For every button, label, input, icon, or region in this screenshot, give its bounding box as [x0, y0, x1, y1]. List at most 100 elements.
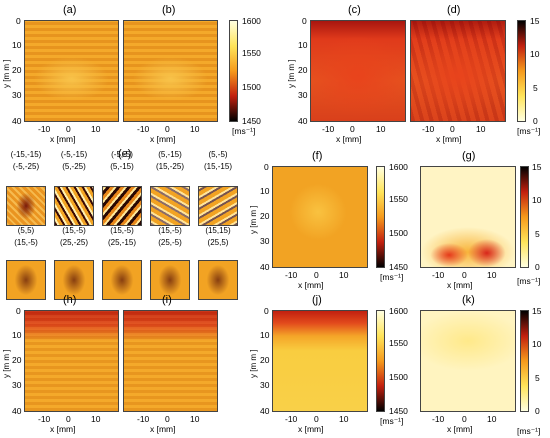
x-tick-a-2: 10 — [91, 124, 101, 134]
x-label-f: x [mm] — [298, 280, 324, 290]
x-tick-j-1: 0 — [314, 414, 319, 424]
x-tick-b-2: 10 — [190, 124, 200, 134]
subpanel-e-7-image — [102, 260, 142, 300]
x-tick-k-2: 10 — [487, 414, 497, 424]
panel-label-g: (g) — [462, 150, 476, 162]
y-tick-f-3: 30 — [260, 236, 270, 246]
colorbar-speed-1-unit: [ms⁻¹] — [232, 126, 256, 136]
x-tick-b-1: 0 — [165, 124, 170, 134]
x-tick-h-2: 10 — [91, 414, 101, 424]
colorbar-speed-2-unit: [ms⁻¹] — [380, 272, 404, 282]
y-tick-a-4: 40 — [12, 116, 22, 126]
x-tick-j-0: -10 — [285, 414, 298, 424]
subpanel-e-6-label-top: (15,-5) — [62, 226, 86, 235]
x-label-i: x [mm] — [150, 424, 176, 434]
x-tick-c-1: 0 — [350, 124, 355, 134]
colorbar-speed-2-tick-3: 1450 — [389, 262, 408, 272]
colorbar-error-1-tick-0: 15 — [530, 16, 540, 26]
panel-h-image — [24, 310, 119, 412]
y-label-c: y [m m ] — [287, 59, 296, 88]
subpanel-e-0-label-top: (-15,-15) — [10, 150, 42, 159]
panel-i-image — [123, 310, 218, 412]
colorbar-error-2-tick-1: 10 — [532, 195, 542, 205]
colorbar-speed-3-unit: [ms⁻¹] — [380, 416, 404, 426]
x-tick-h-1: 0 — [66, 414, 71, 424]
subpanel-e-6-label-bottom: (25,-25) — [59, 238, 88, 247]
x-tick-g-2: 10 — [487, 270, 497, 280]
colorbar-error-1 — [517, 20, 526, 122]
colorbar-error-1-tick-1: 10 — [530, 49, 540, 59]
panel-b-image — [123, 20, 218, 122]
x-label-c: x [mm] — [336, 134, 362, 144]
panel-label-a: (a) — [63, 4, 77, 16]
y-tick-a-3: 30 — [12, 90, 22, 100]
colorbar-error-3-tick-2: 5 — [535, 373, 540, 383]
x-tick-i-1: 0 — [165, 414, 170, 424]
panel-label-b: (b) — [162, 4, 176, 16]
panel-label-d: (d) — [447, 4, 461, 16]
x-label-a: x [mm] — [50, 134, 76, 144]
panel-d-image — [410, 20, 506, 122]
y-tick-h-4: 40 — [12, 406, 22, 416]
x-tick-c-2: 10 — [376, 124, 386, 134]
panel-a-image — [24, 20, 119, 122]
subpanel-e-9-label-top: (15,15) — [205, 226, 231, 235]
colorbar-error-3 — [520, 310, 529, 412]
subpanel-e-1-label-bottom: (5,-25) — [62, 162, 86, 171]
subpanel-e-5-label-top: (5,5) — [17, 226, 35, 235]
subpanel-e-1-label-top: (-5,-15) — [60, 150, 88, 159]
subpanel-e-5-image — [6, 260, 46, 300]
x-label-j: x [mm] — [298, 424, 324, 434]
x-tick-f-2: 10 — [339, 270, 349, 280]
subpanel-e-4-label-bottom: (15,-15) — [203, 162, 232, 171]
y-tick-c-3: 30 — [298, 90, 308, 100]
y-tick-c-0: 0 — [302, 16, 307, 26]
colorbar-speed-1-tick-1: 1550 — [242, 48, 261, 58]
colorbar-error-3-unit: [ms⁻¹] — [517, 426, 541, 436]
panel-label-j: (j) — [312, 294, 322, 306]
colorbar-error-3-tick-1: 10 — [532, 339, 542, 349]
y-tick-a-1: 10 — [12, 40, 22, 50]
x-label-b: x [mm] — [150, 134, 176, 144]
panel-label-h: (h) — [63, 294, 77, 306]
subpanel-e-5-label-bottom: (15,-5) — [14, 238, 38, 247]
y-tick-f-2: 20 — [260, 211, 270, 221]
subpanel-e-0-image — [6, 186, 46, 226]
y-tick-f-1: 10 — [260, 186, 270, 196]
x-tick-k-1: 0 — [462, 414, 467, 424]
panel-label-f: (f) — [312, 150, 323, 162]
subpanel-e-4-label-top: (5,-5) — [208, 150, 228, 159]
y-tick-h-1: 10 — [12, 330, 22, 340]
x-tick-g-1: 0 — [462, 270, 467, 280]
x-tick-f-0: -10 — [285, 270, 298, 280]
subpanel-e-3-label-top: (5,-15) — [158, 150, 182, 159]
x-tick-f-1: 0 — [314, 270, 319, 280]
y-tick-h-2: 20 — [12, 355, 22, 365]
colorbar-error-2 — [520, 166, 529, 268]
x-label-h: x [mm] — [50, 424, 76, 434]
colorbar-speed-3-tick-2: 1500 — [389, 372, 408, 382]
colorbar-error-3-tick-3: 0 — [535, 406, 540, 416]
subpanel-e-1-image — [54, 186, 94, 226]
colorbar-speed-2-tick-1: 1550 — [389, 194, 408, 204]
subpanel-e-8-label-bottom: (25,-5) — [158, 238, 182, 247]
colorbar-error-2-tick-2: 5 — [535, 229, 540, 239]
y-tick-a-0: 0 — [16, 16, 21, 26]
subpanel-e-8-label-top: (15,-5) — [158, 226, 182, 235]
x-tick-j-2: 10 — [339, 414, 349, 424]
subpanel-e-9-label-bottom: (25,5) — [207, 238, 229, 247]
panel-c-image — [310, 20, 406, 122]
y-tick-h-3: 30 — [12, 380, 22, 390]
colorbar-error-2-tick-3: 0 — [535, 262, 540, 272]
panel-j-image — [272, 310, 368, 412]
y-tick-j-4: 40 — [260, 406, 270, 416]
colorbar-error-1-tick-2: 5 — [533, 83, 538, 93]
x-tick-c-0: -10 — [322, 124, 335, 134]
subpanel-e-3-label-bottom: (15,-25) — [155, 162, 184, 171]
subpanel-e-7-label-top: (15,-5) — [110, 226, 134, 235]
y-tick-j-1: 10 — [260, 330, 270, 340]
subpanel-e-9-image — [198, 260, 238, 300]
y-tick-c-2: 20 — [298, 65, 308, 75]
x-tick-d-0: -10 — [422, 124, 435, 134]
x-tick-a-1: 0 — [66, 124, 71, 134]
